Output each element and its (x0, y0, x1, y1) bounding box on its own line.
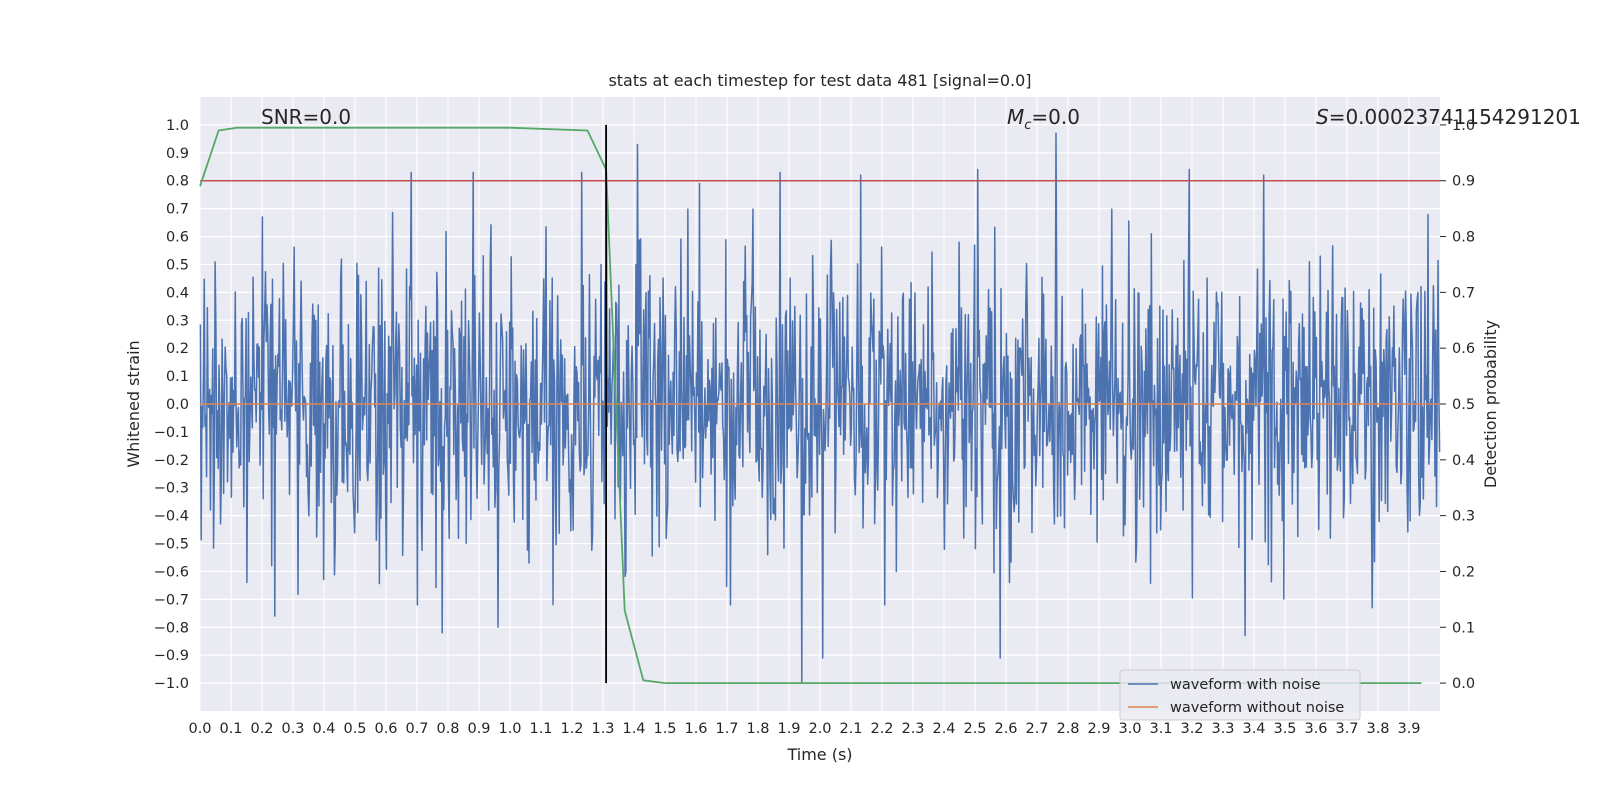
y2-tick-label: 1.0 (1452, 118, 1475, 134)
y2-tick-label: 0.1 (1452, 620, 1475, 636)
s-symbol: S (1316, 105, 1329, 129)
y2-tick-label: 0.2 (1452, 564, 1475, 580)
x-tick-label: 3.3 (1211, 721, 1234, 737)
x-tick-label: 3.0 (1118, 721, 1141, 737)
mc-symbol: M (1007, 105, 1024, 129)
legend: waveform with noise waveform without noi… (1119, 669, 1361, 721)
y2-tick-label: 0.9 (1452, 174, 1475, 190)
x-tick-label: 2.4 (932, 721, 955, 737)
y-tick-label: 0.9 (166, 146, 189, 162)
y-tick-label: −0.9 (154, 648, 189, 664)
x-tick-label: 2.9 (1087, 721, 1110, 737)
x-tick-label: 3.1 (1149, 721, 1172, 737)
y-axis-label: Whitened strain (124, 340, 143, 467)
mc-subscript: c (1024, 118, 1031, 133)
x-tick-label: 1.4 (622, 721, 645, 737)
y-tick-label: 0.5 (166, 257, 189, 273)
series-waveform-with-noise (199, 132, 1441, 684)
y2-tick-label: 0.5 (1452, 397, 1475, 413)
y2-tick-label: 0.0 (1452, 676, 1475, 692)
chart-title: stats at each timestep for test data 481… (608, 71, 1031, 90)
s-annotation: S=0.00023741154291201 (1316, 105, 1581, 129)
x-tick-label: 1.2 (560, 721, 583, 737)
legend-label-waveform-with-noise: waveform with noise (1170, 677, 1321, 693)
x-axis-label: Time (s) (786, 745, 852, 764)
y-tick-label: −0.7 (154, 592, 189, 608)
y2-axis-ticks: 0.0 0.1 0.2 0.3 0.4 0.5 0.6 0.7 0.8 0.9 1.0 (1440, 118, 1475, 692)
y2-tick-label: 0.6 (1452, 341, 1475, 357)
mc-value: =0.0 (1031, 105, 1080, 129)
y-tick-label: 0.4 (166, 285, 189, 301)
x-tick-label: 0.2 (250, 721, 273, 737)
legend-box (1119, 669, 1361, 721)
y-tick-label: 0.8 (166, 174, 189, 190)
x-tick-label: 0.7 (405, 721, 428, 737)
x-tick-label: 2.0 (808, 721, 831, 737)
mc-annotation: Mc=0.0 (1007, 105, 1080, 133)
x-tick-label: 0.8 (436, 721, 459, 737)
x-tick-label: 3.5 (1273, 721, 1296, 737)
snr-annotation: SNR=0.0 (261, 105, 351, 129)
x-tick-label: 3.4 (1242, 721, 1265, 737)
y-tick-label: −1.0 (154, 676, 189, 692)
x-tick-label: 1.3 (591, 721, 614, 737)
y-tick-label: 1.0 (166, 118, 189, 134)
x-tick-label: 2.8 (1056, 721, 1079, 737)
x-tick-label: 1.0 (498, 721, 521, 737)
y-tick-label: −0.8 (154, 620, 189, 636)
y2-tick-label: 0.3 (1452, 509, 1475, 525)
y-tick-label: −0.6 (154, 564, 189, 580)
detection-probability-line (199, 126, 1422, 684)
legend-label-waveform-without-noise: waveform without noise (1170, 700, 1344, 716)
y-tick-label: 0.3 (166, 313, 189, 329)
y-tick-label: 0.1 (166, 369, 189, 385)
x-tick-label: 0.5 (343, 721, 366, 737)
x-tick-label: 1.6 (684, 721, 707, 737)
x-tick-label: 3.2 (1180, 721, 1203, 737)
y-axis-ticks: −1.0 −0.9 −0.8 −0.7 −0.6 −0.5 −0.4 −0.3 −0.2 −0.1… (154, 118, 189, 692)
x-tick-label: 1.1 (529, 721, 552, 737)
y-tick-label: 0.0 (166, 397, 189, 413)
x-tick-label: 1.5 (653, 721, 676, 737)
y-tick-label: 0.6 (166, 230, 189, 246)
x-tick-label: 1.9 (777, 721, 800, 737)
y2-axis-label: Detection probability (1481, 320, 1500, 488)
x-tick-label: 2.3 (901, 721, 924, 737)
x-tick-label: 0.6 (374, 721, 397, 737)
x-tick-label: 0.9 (467, 721, 490, 737)
noise-waveform-line (199, 132, 1441, 684)
y-tick-label: 0.7 (166, 202, 189, 218)
x-tick-label: 3.6 (1304, 721, 1327, 737)
y-tick-label: 0.2 (166, 341, 189, 357)
x-tick-label: 1.8 (746, 721, 769, 737)
y-tick-label: −0.2 (154, 453, 189, 469)
x-tick-label: 2.7 (1025, 721, 1048, 737)
x-tick-label: 1.7 (715, 721, 738, 737)
series-detection-probability (199, 126, 1440, 684)
x-tick-label: 2.6 (994, 721, 1017, 737)
y-tick-label: −0.1 (154, 425, 189, 441)
y2-tick-label: 0.8 (1452, 230, 1475, 246)
s-value: =0.00023741154291201 (1329, 105, 1581, 129)
y-tick-label: −0.4 (154, 509, 189, 525)
y-tick-label: −0.3 (154, 481, 189, 497)
x-tick-label: 0.0 (188, 721, 211, 737)
x-tick-label: 0.1 (219, 721, 242, 737)
x-tick-label: 3.8 (1366, 721, 1389, 737)
y2-tick-label: 0.4 (1452, 453, 1475, 469)
x-tick-label: 2.1 (839, 721, 862, 737)
x-tick-label: 3.7 (1335, 721, 1358, 737)
y-tick-label: −0.5 (154, 537, 189, 553)
x-tick-label: 0.4 (312, 721, 335, 737)
x-tick-label: 0.3 (281, 721, 304, 737)
x-tick-label: 3.9 (1397, 721, 1420, 737)
x-tick-label: 2.5 (963, 721, 986, 737)
x-tick-label: 2.2 (870, 721, 893, 737)
x-axis-ticks: 0.0 0.1 0.2 0.3 0.4 0.5 0.6 0.7 0.8 0.9 1.0 1.1 1.2 1… (188, 721, 1420, 737)
y2-tick-label: 0.7 (1452, 285, 1475, 301)
